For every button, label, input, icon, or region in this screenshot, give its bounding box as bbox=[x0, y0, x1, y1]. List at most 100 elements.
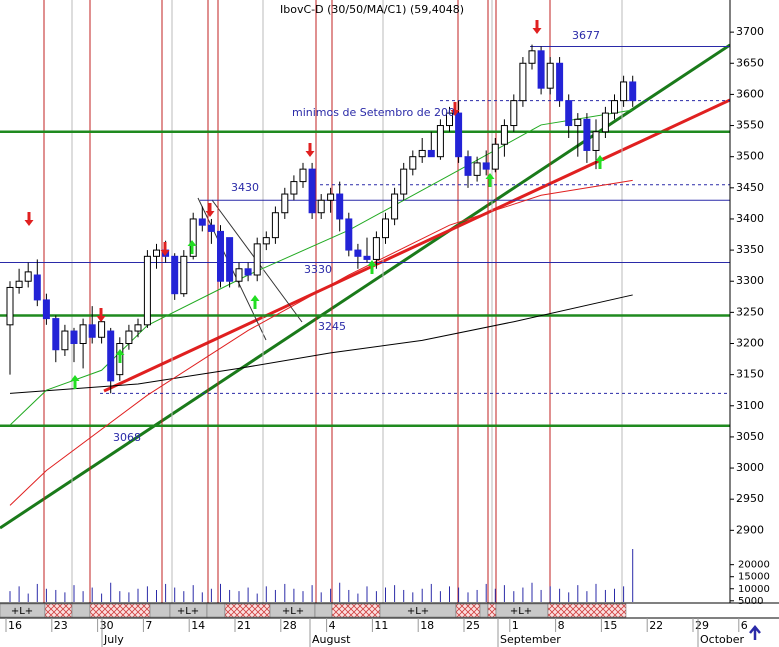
x-tick-label: 30 bbox=[100, 619, 114, 632]
volume-tick-label: 15000 bbox=[738, 572, 770, 583]
strip-segment bbox=[331, 603, 381, 618]
candle-body bbox=[482, 162, 490, 170]
candle-body bbox=[510, 100, 518, 127]
candle-body bbox=[400, 168, 408, 195]
y-tick-label: 3000 bbox=[736, 461, 764, 474]
level-label: 3330 bbox=[304, 263, 332, 276]
y-tick-label: 3200 bbox=[736, 337, 764, 350]
strip-segment bbox=[487, 603, 497, 618]
y-tick-label: 3050 bbox=[736, 430, 764, 443]
x-tick-label: 25 bbox=[466, 619, 480, 632]
candle-body bbox=[446, 112, 453, 127]
strip-label: +L+ bbox=[407, 606, 429, 617]
candle-body bbox=[107, 330, 115, 382]
x-tick-label: 8 bbox=[558, 619, 565, 632]
candle-body bbox=[281, 193, 289, 214]
candle-body bbox=[79, 324, 87, 344]
month-label: September bbox=[500, 633, 561, 646]
y-tick-label: 3100 bbox=[736, 399, 764, 412]
candle-body bbox=[299, 168, 307, 183]
moving-average bbox=[9, 294, 633, 394]
candle-body bbox=[455, 112, 463, 158]
candle-body bbox=[33, 274, 41, 301]
candle-body bbox=[52, 318, 60, 351]
x-tick-label: 22 bbox=[649, 619, 663, 632]
candle-body bbox=[88, 324, 96, 338]
candle-body bbox=[317, 199, 325, 214]
candle-body bbox=[473, 162, 481, 176]
strip-segment bbox=[547, 603, 627, 618]
x-tick-label: 4 bbox=[329, 619, 336, 632]
candle-body bbox=[436, 125, 444, 158]
month-label: July bbox=[103, 633, 124, 646]
buy-arrow bbox=[485, 173, 495, 187]
candle-body bbox=[134, 324, 142, 332]
candle-body bbox=[629, 81, 637, 102]
strip-label: +L+ bbox=[177, 606, 199, 617]
moving-average bbox=[9, 179, 633, 506]
sell-arrow bbox=[24, 212, 34, 226]
month-label: October bbox=[700, 633, 744, 646]
y-tick-label: 3350 bbox=[736, 243, 764, 256]
candle-body bbox=[464, 156, 472, 176]
candle-body bbox=[207, 224, 215, 232]
y-tick-label: 3700 bbox=[736, 25, 764, 38]
x-tick-label: 16 bbox=[8, 619, 22, 632]
strip-segment bbox=[224, 603, 271, 618]
sell-arrow bbox=[205, 203, 215, 217]
y-tick-label: 3600 bbox=[736, 87, 764, 100]
scroll-arrow[interactable] bbox=[749, 625, 761, 640]
candle-body bbox=[500, 125, 508, 145]
candle-body bbox=[327, 193, 335, 201]
strip-segment bbox=[44, 603, 73, 618]
candle-body bbox=[574, 118, 582, 127]
candle-body bbox=[418, 149, 426, 158]
candle-body bbox=[217, 230, 224, 282]
candle-body bbox=[336, 193, 344, 220]
x-tick-label: 1 bbox=[512, 619, 519, 632]
sell-arrow bbox=[450, 102, 460, 116]
strip-segment bbox=[71, 603, 91, 618]
sell-arrow bbox=[160, 242, 170, 256]
x-tick-label: 28 bbox=[283, 619, 297, 632]
volume-tick-label: 5000 bbox=[738, 596, 763, 607]
x-tick-label: 14 bbox=[191, 619, 205, 632]
level-label: 3245 bbox=[318, 320, 346, 333]
volume-tick-label: 20000 bbox=[738, 560, 770, 571]
candle-body bbox=[235, 268, 243, 282]
candle-body bbox=[6, 286, 14, 326]
y-tick-label: 2950 bbox=[736, 492, 764, 505]
candle-body bbox=[583, 118, 591, 151]
sell-arrow bbox=[305, 143, 315, 157]
y-tick-label: 3250 bbox=[736, 305, 764, 318]
level-label: 3430 bbox=[231, 181, 259, 194]
candle-body bbox=[125, 330, 133, 344]
sell-arrow bbox=[532, 20, 542, 34]
strip-segment bbox=[89, 603, 151, 618]
candle-body bbox=[171, 255, 179, 295]
y-tick-label: 3300 bbox=[736, 274, 764, 287]
candle-body bbox=[611, 100, 618, 114]
candle-body bbox=[537, 50, 545, 89]
candle-body bbox=[143, 255, 151, 326]
annotation: minimos de Setembro de 200 bbox=[292, 106, 455, 119]
level-label: 3677 bbox=[572, 29, 600, 42]
candle-body bbox=[24, 271, 32, 282]
buy-arrow bbox=[115, 349, 125, 363]
candle-body bbox=[244, 268, 252, 276]
candle-body bbox=[546, 62, 554, 89]
candle-body bbox=[308, 168, 316, 214]
buy-arrow bbox=[595, 155, 605, 169]
candle-body bbox=[271, 212, 279, 239]
candle-body bbox=[226, 237, 234, 282]
candle-body bbox=[70, 330, 78, 344]
candle-body bbox=[354, 249, 362, 257]
candle-body bbox=[565, 100, 573, 127]
volume-tick-label: 10000 bbox=[738, 584, 770, 595]
buy-arrow bbox=[70, 375, 80, 389]
candle-body bbox=[409, 156, 417, 170]
candle-body bbox=[491, 143, 499, 170]
candle-body bbox=[180, 255, 188, 295]
strip-segment bbox=[149, 603, 171, 618]
